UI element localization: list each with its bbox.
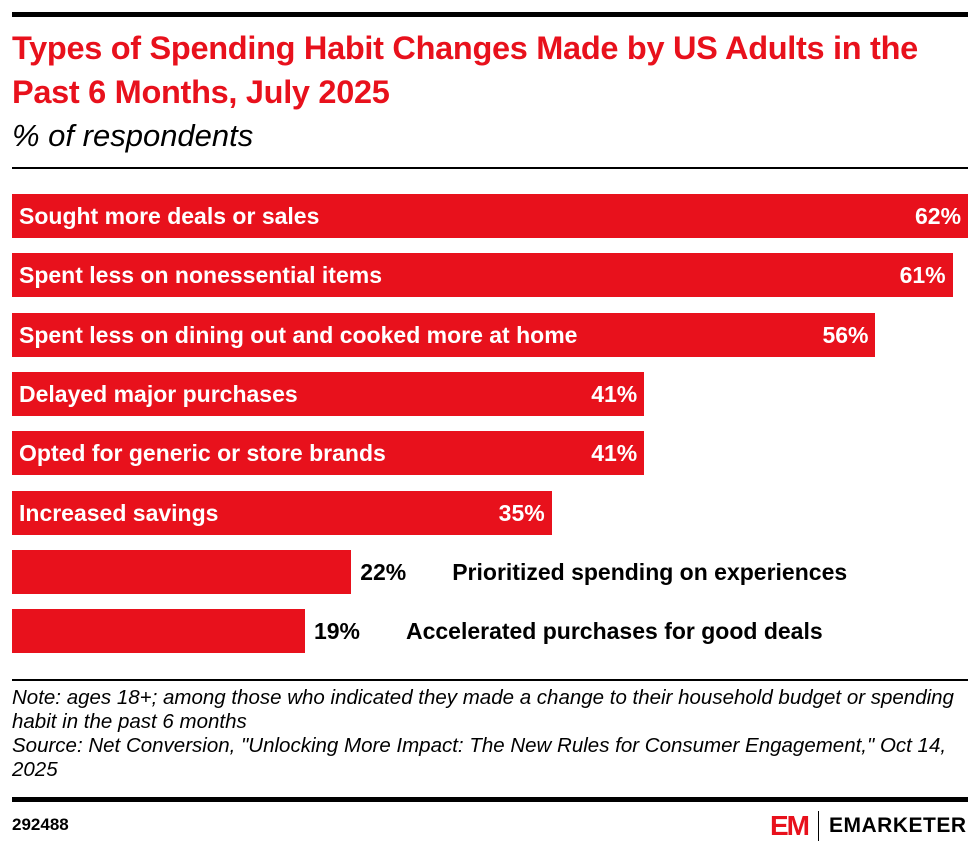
category-label: Accelerated purchases for good deals [405,618,823,645]
chart-id: 292488 [12,815,69,834]
value-label: 35% [498,499,545,526]
value-label: 56% [822,321,869,348]
source-text: Source: Net Conversion, "Unlocking More … [12,734,947,781]
category-label: Spent less on nonessential items [19,262,382,289]
bar [12,431,645,476]
note-text: Note: ages 18+; among those who indicate… [12,686,954,733]
category-label: Sought more deals or sales [19,203,320,229]
logo-text: EMARKETER [829,814,967,837]
value-label: 61% [899,262,946,289]
category-label: Delayed major purchases [19,380,298,407]
category-label: Prioritized spending on experiences [452,558,848,585]
value-label: 62% [915,203,962,229]
footer-rule [12,679,968,681]
chart-title: Types of Spending Habit Changes Made by … [12,30,918,110]
value-label: 19% [313,618,360,645]
category-label: Opted for generic or store brands [19,440,386,467]
value-label: 41% [591,380,638,407]
value-label: 22% [360,558,407,585]
notes: Note: ages 18+; among those who indicate… [12,686,972,782]
bottom-rule [12,797,968,802]
category-label: Increased savings [19,499,219,526]
bar [12,490,552,535]
logo-divider [818,811,819,841]
bar [12,194,968,238]
category-label: Spent less on dining out and cooked more… [19,321,578,348]
bar [12,312,876,357]
value-label: 41% [591,440,638,467]
top-rule [12,12,968,17]
header-rule [12,167,968,169]
chart-subtitle: % of respondents [12,118,254,153]
bar [12,253,953,298]
emarketer-logo: EM EMARKETER [770,810,967,842]
bar [12,609,305,654]
bar [12,549,352,594]
logo-mark: EM [770,810,810,841]
bar [12,371,645,416]
